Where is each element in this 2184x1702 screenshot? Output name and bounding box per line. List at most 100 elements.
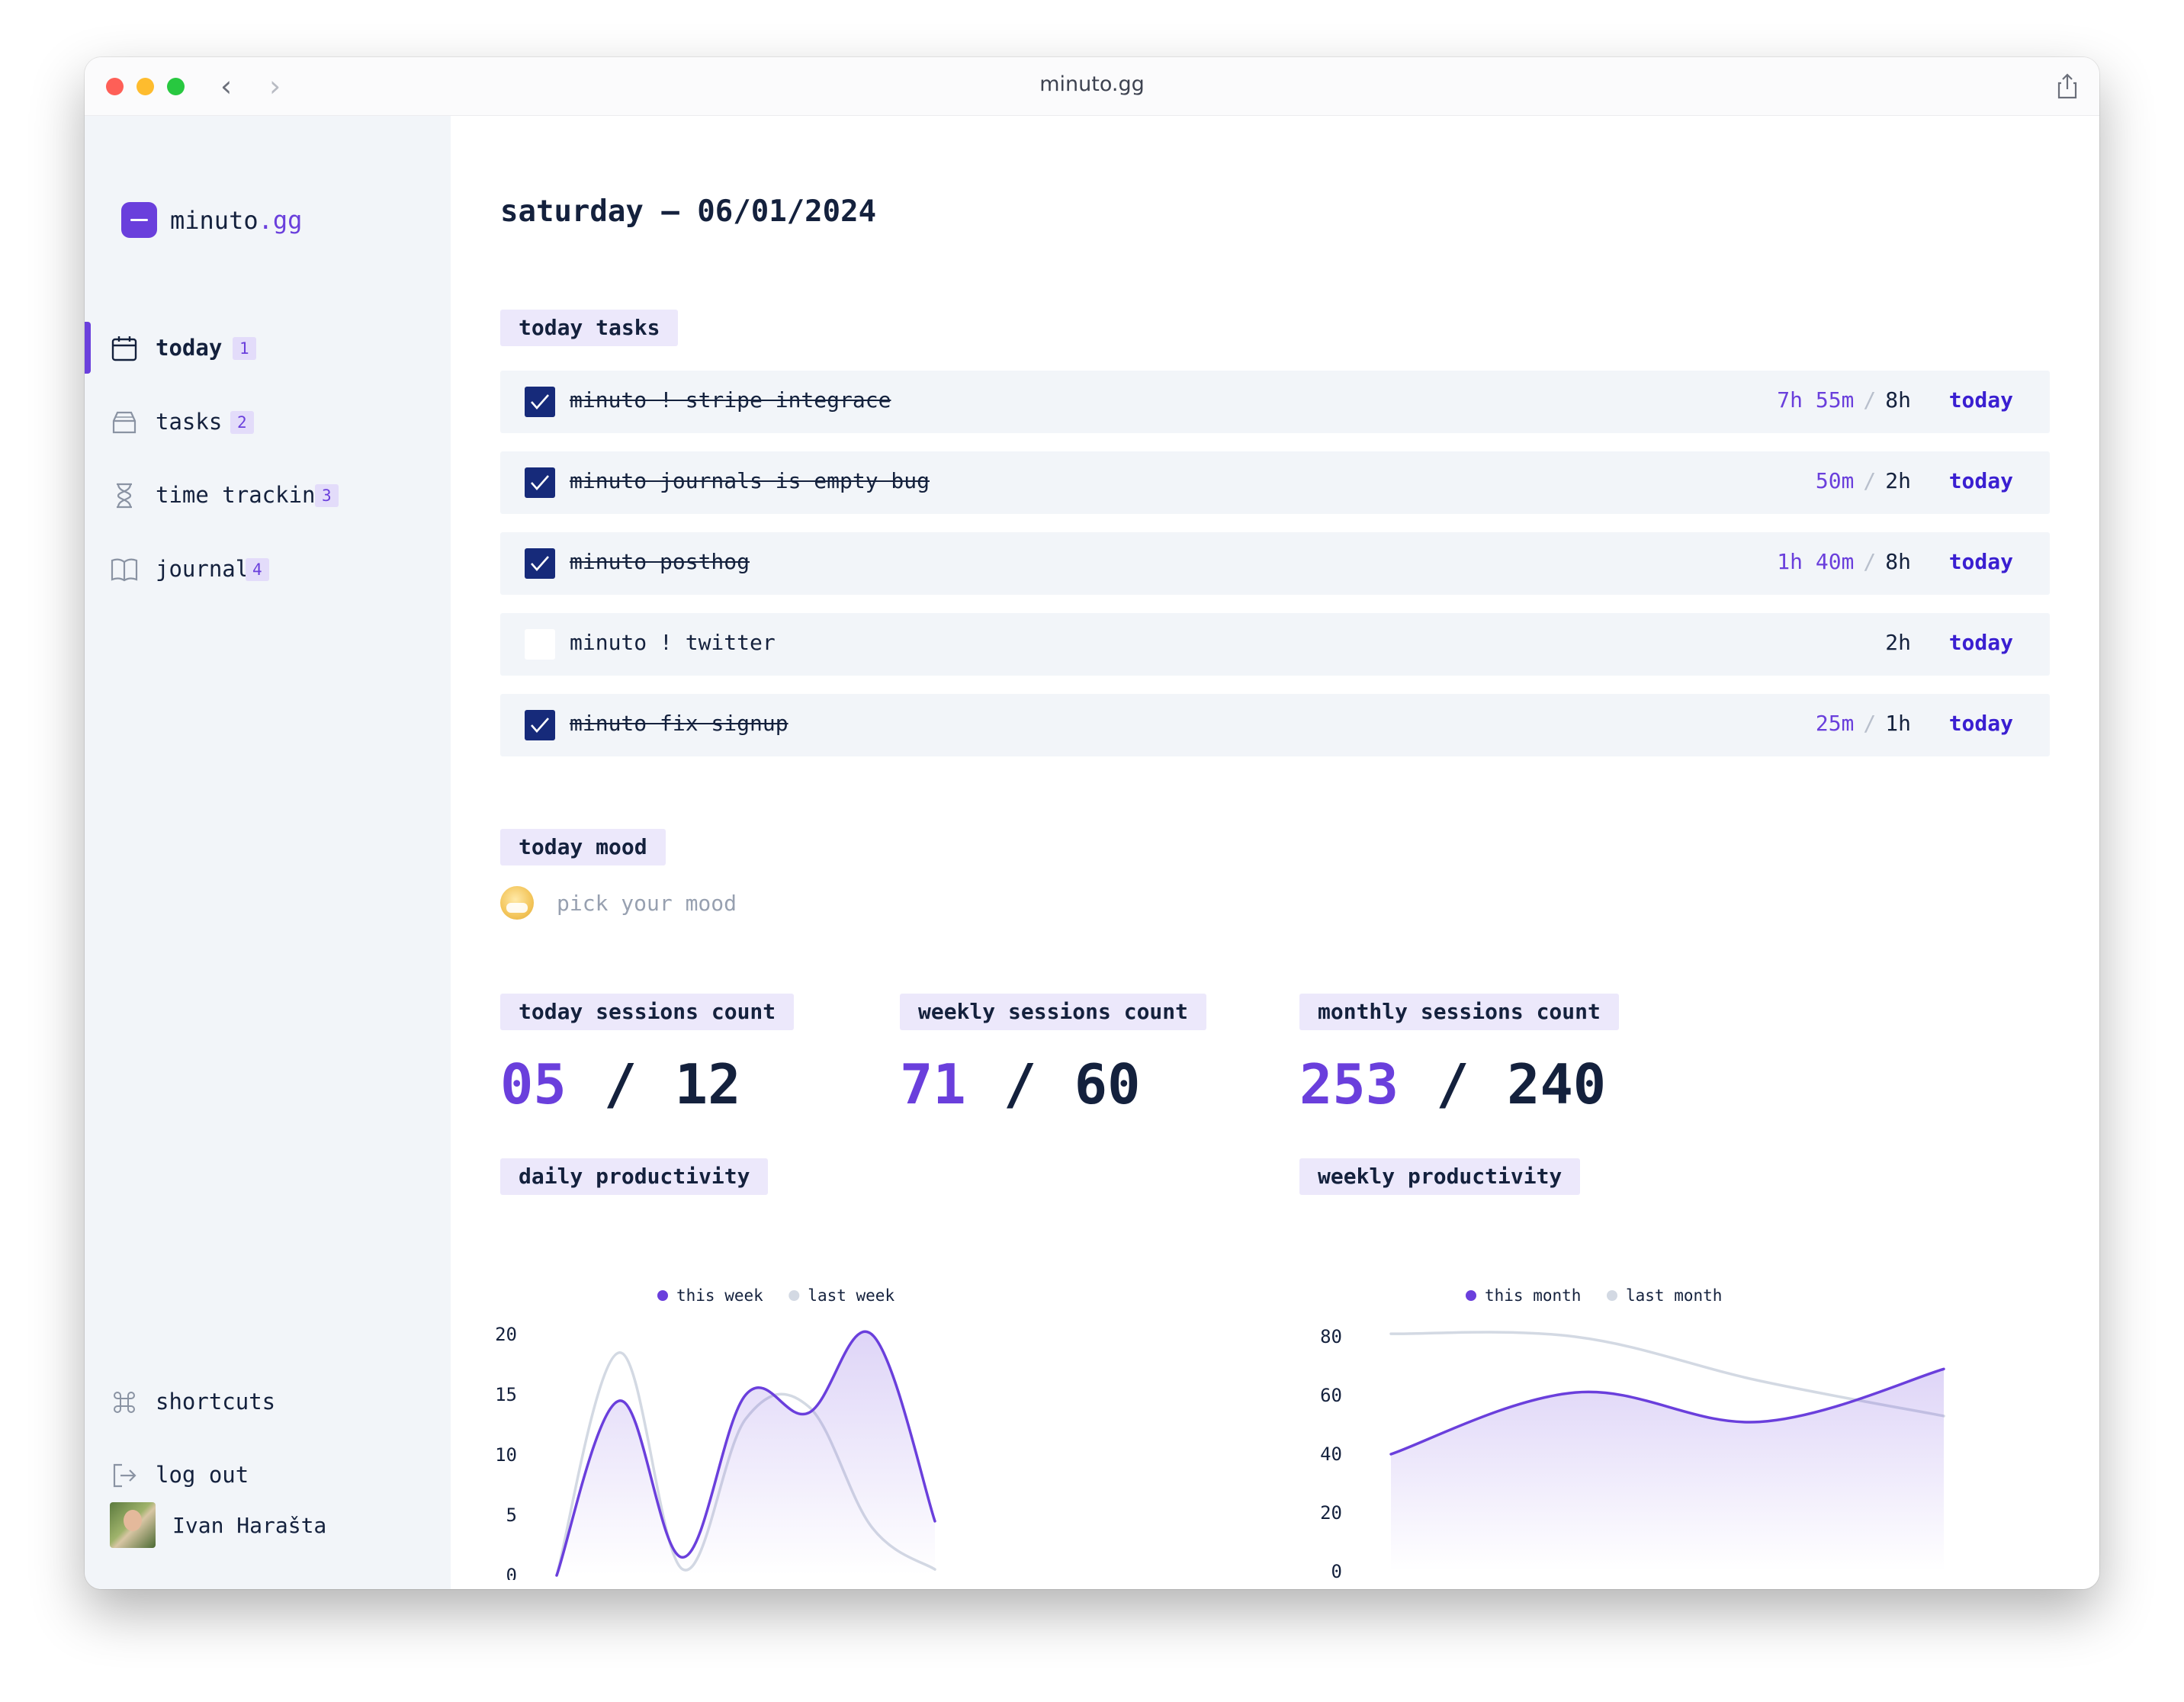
legend-label[interactable]: last week (808, 1286, 894, 1305)
task-checkbox[interactable] (525, 629, 555, 660)
task-time: 1h 40m / 8h (1777, 549, 1911, 574)
task-due-link[interactable]: today (1948, 387, 2013, 413)
task-row[interactable]: minuto ! stripe integrace 7h 55m / 8h toda… (500, 371, 2050, 433)
close-window-button[interactable] (106, 78, 124, 95)
user-profile[interactable]: Ivan Harašta (110, 1502, 326, 1548)
task-name: minuto posthog (570, 549, 750, 574)
calendar-icon (111, 336, 137, 361)
sidebar-item-time-tracking[interactable]: time tracking 3 (85, 469, 451, 521)
y-tick-label: 5 (506, 1505, 517, 1526)
task-due-link[interactable]: today (1948, 630, 2013, 655)
window-title: minuto.gg (1039, 72, 1145, 96)
command-icon (114, 1392, 135, 1413)
sidebar-item-shortcuts[interactable]: shortcuts (85, 1376, 451, 1427)
y-tick-label: 80 (1320, 1326, 1342, 1347)
minimize-window-button[interactable] (136, 78, 154, 95)
sessions-done: 71 (900, 1052, 966, 1116)
y-tick-label: 15 (495, 1384, 517, 1405)
sidebar-item-today[interactable]: today 1 (85, 322, 451, 374)
checkmark-icon (531, 394, 549, 409)
checkmark-icon (531, 475, 549, 490)
legend-label[interactable]: this week (676, 1286, 763, 1305)
y-tick-label: 10 (495, 1444, 517, 1466)
y-tick-label: 20 (1320, 1502, 1342, 1524)
task-due-link[interactable]: today (1948, 711, 2013, 736)
task-due-link[interactable]: today (1948, 549, 2013, 574)
sessions-separator: / (570, 1052, 670, 1116)
avatar (110, 1502, 156, 1548)
app-logo[interactable]: minuto.gg (121, 202, 302, 238)
legend-dot (1466, 1290, 1476, 1301)
estimated-time: 2h (1885, 468, 1911, 493)
section-label-weekly-sessions: weekly sessions count (900, 994, 1207, 1030)
task-row[interactable]: minuto journals is empty bug 50m / 2h toda… (500, 451, 2050, 514)
checkmark-icon (531, 718, 549, 733)
estimated-time: 8h (1885, 549, 1911, 574)
task-time: 50m / 2h (1816, 468, 1911, 493)
task-time: 25m / 1h (1816, 711, 1911, 736)
sidebar: minuto.gg today 1 tasks 2 time tra (85, 116, 451, 1589)
shortcut-badge: 2 (230, 411, 254, 434)
section-label-weekly-productivity: weekly productivity (1299, 1158, 1581, 1195)
task-checkbox[interactable] (525, 710, 555, 740)
task-name: minuto journals is empty bug (570, 468, 930, 493)
time-separator: / (1863, 549, 1877, 574)
task-row[interactable]: minuto posthog 1h 40m / 8h today (500, 532, 2050, 595)
legend-dot (788, 1290, 800, 1301)
zoom-window-button[interactable] (167, 78, 185, 95)
tracked-time: 1h 40m (1777, 549, 1855, 574)
forward-arrow-icon[interactable]: › (269, 69, 281, 103)
back-arrow-icon[interactable]: ‹ (220, 69, 233, 103)
title-bar: ‹ › minuto.gg (85, 57, 2099, 116)
task-name: minuto fix signup (570, 711, 788, 736)
sidebar-item-journal[interactable]: journal 4 (85, 543, 451, 595)
user-name: Ivan Harašta (172, 1512, 327, 1538)
task-checkbox[interactable] (525, 387, 555, 417)
shortcut-badge: 1 (233, 337, 256, 360)
book-icon (111, 558, 138, 582)
checkmark-icon (531, 556, 549, 571)
section-label-today-mood: today mood (500, 829, 666, 865)
weekly-sessions-count: 71 / 60 (900, 1052, 1140, 1116)
chart-legend: this month last month (1466, 1286, 1722, 1305)
y-tick-label: 0 (1331, 1561, 1342, 1580)
estimated-time: 2h (1885, 630, 1911, 655)
chart-legend: this week last week (657, 1286, 894, 1305)
series-area (1391, 1369, 1944, 1572)
mood-picker[interactable]: pick your mood (500, 886, 737, 920)
sidebar-item-tasks[interactable]: tasks 2 (85, 396, 451, 448)
section-label-today-tasks: today tasks (500, 310, 679, 346)
sessions-separator: / (970, 1052, 1070, 1116)
task-due-link[interactable]: today (1948, 468, 2013, 493)
sidebar-item-label: tasks (156, 409, 223, 435)
sidebar-item-logout[interactable]: log out (85, 1449, 451, 1501)
monthly-sessions-count: 253 / 240 (1299, 1052, 1606, 1116)
tracked-time: 25m (1815, 711, 1855, 736)
task-checkbox[interactable] (525, 467, 555, 498)
shortcut-badge: 3 (315, 484, 339, 507)
legend-label[interactable]: this month (1485, 1286, 1581, 1305)
estimated-time: 1h (1885, 711, 1911, 736)
task-row[interactable]: minuto ! twitter 2h today (500, 613, 2050, 676)
share-icon[interactable] (2055, 72, 2080, 100)
task-name: minuto ! twitter (570, 630, 776, 655)
section-label-monthly-sessions: monthly sessions count (1299, 994, 1619, 1030)
hourglass-icon (117, 483, 132, 509)
legend-dot (1607, 1290, 1617, 1301)
task-checkbox[interactable] (525, 548, 555, 579)
legend-label[interactable]: last month (1626, 1286, 1722, 1305)
task-row[interactable]: minuto fix signup 25m / 1h today (500, 694, 2050, 756)
task-time: 2h (1885, 630, 1911, 655)
tracked-time: 7h 55m (1777, 387, 1855, 413)
sessions-done: 253 (1299, 1052, 1399, 1116)
sidebar-item-label: journal (156, 556, 249, 582)
today-sessions-count: 05 / 12 (500, 1052, 740, 1116)
y-tick-label: 20 (495, 1324, 517, 1345)
time-separator: / (1863, 387, 1877, 413)
sidebar-item-label: log out (156, 1462, 249, 1488)
sidebar-item-label: shortcuts (156, 1389, 276, 1415)
mood-emoji-icon (500, 886, 534, 920)
logo-text: minuto.gg (170, 206, 302, 235)
series-line (555, 1330, 936, 1577)
